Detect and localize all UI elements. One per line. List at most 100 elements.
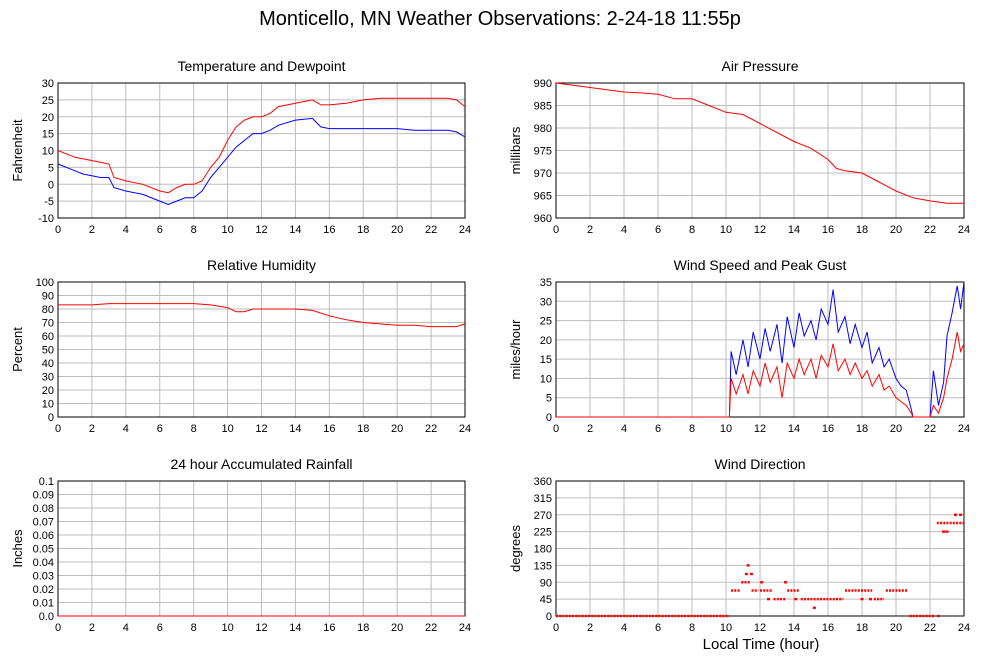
y-tick-label: 40 <box>42 358 54 370</box>
x-tick-label: 16 <box>822 622 834 634</box>
x-tick-label: 2 <box>587 224 593 236</box>
y-tick-label: 980 <box>534 123 552 135</box>
y-tick-label: 985 <box>534 101 552 113</box>
y-tick-label: 180 <box>534 544 552 556</box>
x-tick-label: 22 <box>425 423 437 435</box>
data-point <box>869 597 872 601</box>
x-tick-label: 6 <box>655 224 661 236</box>
x-tick-label: 12 <box>255 423 267 435</box>
data-point <box>942 530 946 533</box>
x-tick-label: 24 <box>958 622 970 634</box>
data-point <box>750 572 753 576</box>
plot-frame <box>57 281 466 418</box>
x-tick-label: 8 <box>191 423 197 435</box>
y-tick-label: 0.05 <box>33 544 54 556</box>
y-tick-label: -10 <box>38 213 54 225</box>
y-axis-label: Fahrenheit <box>10 119 25 182</box>
x-tick-label: 2 <box>587 423 593 435</box>
x-tick-label: 0 <box>55 423 61 435</box>
x-tick-label: 22 <box>425 224 437 236</box>
x-tick-label: 22 <box>924 224 936 236</box>
chart-title: Temperature and Dewpoint <box>177 58 345 74</box>
y-tick-label: 30 <box>540 296 552 308</box>
x-tick-label: 22 <box>425 622 437 634</box>
x-tick-label: 16 <box>822 224 834 236</box>
x-tick-label: 24 <box>958 423 970 435</box>
x-tick-label: 0 <box>553 224 559 236</box>
y-tick-label: 50 <box>42 345 54 357</box>
x-tick-label: 20 <box>391 423 403 435</box>
y-tick-label: 20 <box>540 335 552 347</box>
y-tick-label: 970 <box>534 168 552 180</box>
x-tick-label: 10 <box>720 224 732 236</box>
series-line <box>57 97 466 194</box>
data-point <box>746 564 750 567</box>
x-tick-label: 18 <box>856 423 868 435</box>
data-point <box>744 572 748 576</box>
y-tick-label: 315 <box>534 493 552 505</box>
y-axis-label: degrees <box>508 525 523 572</box>
y-tick-label: 0.02 <box>33 584 54 596</box>
x-tick-label: 16 <box>822 423 834 435</box>
y-tick-label: 15 <box>540 354 552 366</box>
plot-frame <box>555 281 965 418</box>
y-tick-label: 965 <box>534 191 552 203</box>
x-tick-label: 18 <box>357 423 369 435</box>
x-tick-label: 0 <box>55 224 61 236</box>
y-tick-label: 0 <box>48 412 54 424</box>
x-tick-label: 2 <box>89 622 95 634</box>
x-tick-label: 8 <box>689 423 695 435</box>
x-tick-label: 8 <box>689 224 695 236</box>
x-tick-label: 18 <box>856 224 868 236</box>
y-tick-label: 10 <box>42 146 54 158</box>
x-tick-label: 10 <box>720 423 732 435</box>
x-tick-label: 14 <box>788 423 800 435</box>
y-tick-label: 0.07 <box>33 517 54 529</box>
x-tick-label: 24 <box>459 423 471 435</box>
x-tick-label: 8 <box>191 622 197 634</box>
x-axis-label: Local Time (hour) <box>702 636 820 653</box>
y-tick-label: 0 <box>48 179 54 191</box>
data-point <box>784 581 787 584</box>
x-tick-label: 4 <box>123 423 129 435</box>
y-tick-label: 10 <box>42 399 54 411</box>
y-tick-label: 0.08 <box>33 503 54 515</box>
y-tick-label: 990 <box>534 78 552 90</box>
x-tick-label: 20 <box>890 622 902 634</box>
y-axis-label: miles/hour <box>508 319 523 380</box>
y-tick-label: 5 <box>48 162 54 174</box>
x-tick-label: 6 <box>157 224 163 236</box>
data-point <box>860 597 864 601</box>
x-tick-label: 4 <box>621 224 627 236</box>
data-point <box>812 606 816 609</box>
x-tick-label: 4 <box>621 423 627 435</box>
x-tick-label: 22 <box>924 423 936 435</box>
chart-title: Air Pressure <box>721 58 798 74</box>
x-tick-label: 6 <box>655 622 661 634</box>
x-tick-label: 12 <box>255 622 267 634</box>
y-tick-label: 35 <box>540 277 552 289</box>
x-tick-label: 12 <box>255 224 267 236</box>
x-tick-label: 16 <box>323 622 335 634</box>
chart-title: 24 hour Accumulated Rainfall <box>170 456 352 472</box>
x-tick-label: 14 <box>289 224 301 236</box>
y-tick-label: 0.09 <box>33 490 54 502</box>
y-axis-label: Inches <box>10 529 25 568</box>
x-tick-label: 6 <box>157 423 163 435</box>
x-tick-label: 18 <box>357 622 369 634</box>
y-tick-label: 25 <box>42 95 54 107</box>
series-line <box>58 303 466 328</box>
y-tick-label: 25 <box>540 316 552 328</box>
y-axis-label: millibars <box>508 126 523 174</box>
y-tick-label: 360 <box>534 476 552 488</box>
x-tick-label: 10 <box>720 622 732 634</box>
x-tick-label: 24 <box>459 622 471 634</box>
chart-title: Wind Speed and Peak Gust <box>674 257 847 273</box>
x-tick-label: 14 <box>289 423 301 435</box>
y-tick-label: 0 <box>546 412 552 424</box>
y-tick-label: 15 <box>42 129 54 141</box>
y-tick-label: 0.04 <box>33 557 54 569</box>
x-tick-label: 14 <box>289 622 301 634</box>
y-tick-label: 10 <box>540 373 552 385</box>
x-tick-label: 0 <box>55 622 61 634</box>
